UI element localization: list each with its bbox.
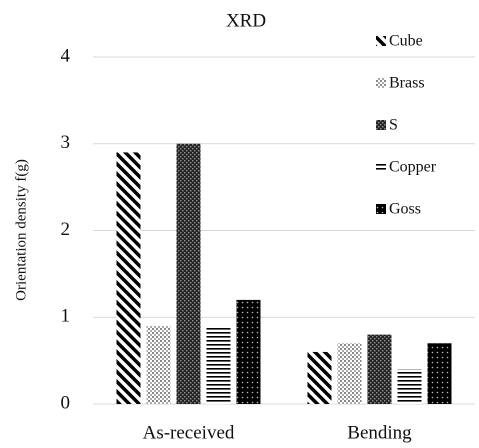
legend-label: Brass bbox=[389, 75, 425, 92]
x-tick-label: Bending bbox=[347, 422, 412, 443]
bar bbox=[146, 325, 171, 404]
y-tick-label: 1 bbox=[61, 306, 71, 327]
legend-label: Copper bbox=[389, 159, 437, 176]
legend-label: Cube bbox=[389, 33, 423, 50]
legend-marker bbox=[376, 162, 386, 172]
legend-label: Goss bbox=[389, 201, 421, 218]
y-tick-label: 4 bbox=[61, 45, 71, 66]
bar bbox=[206, 325, 231, 404]
x-tick-label: As-received bbox=[143, 422, 235, 443]
y-tick-label: 0 bbox=[61, 392, 71, 413]
legend-marker bbox=[376, 120, 386, 130]
legend-marker bbox=[376, 78, 386, 88]
legend-marker bbox=[376, 204, 386, 214]
y-tick-label: 3 bbox=[61, 132, 71, 153]
bar bbox=[176, 143, 201, 404]
bar bbox=[116, 152, 141, 404]
y-tick-label: 2 bbox=[61, 219, 71, 240]
bar bbox=[427, 343, 452, 404]
bar bbox=[236, 299, 261, 404]
legend-marker bbox=[376, 36, 386, 46]
bar bbox=[397, 369, 422, 404]
chart-title: XRD bbox=[226, 10, 266, 31]
bar bbox=[337, 343, 362, 404]
bar bbox=[367, 334, 392, 404]
bar bbox=[307, 351, 332, 404]
legend-label: S bbox=[389, 117, 398, 134]
y-axis-label: Orientation density f(g) bbox=[13, 159, 29, 301]
